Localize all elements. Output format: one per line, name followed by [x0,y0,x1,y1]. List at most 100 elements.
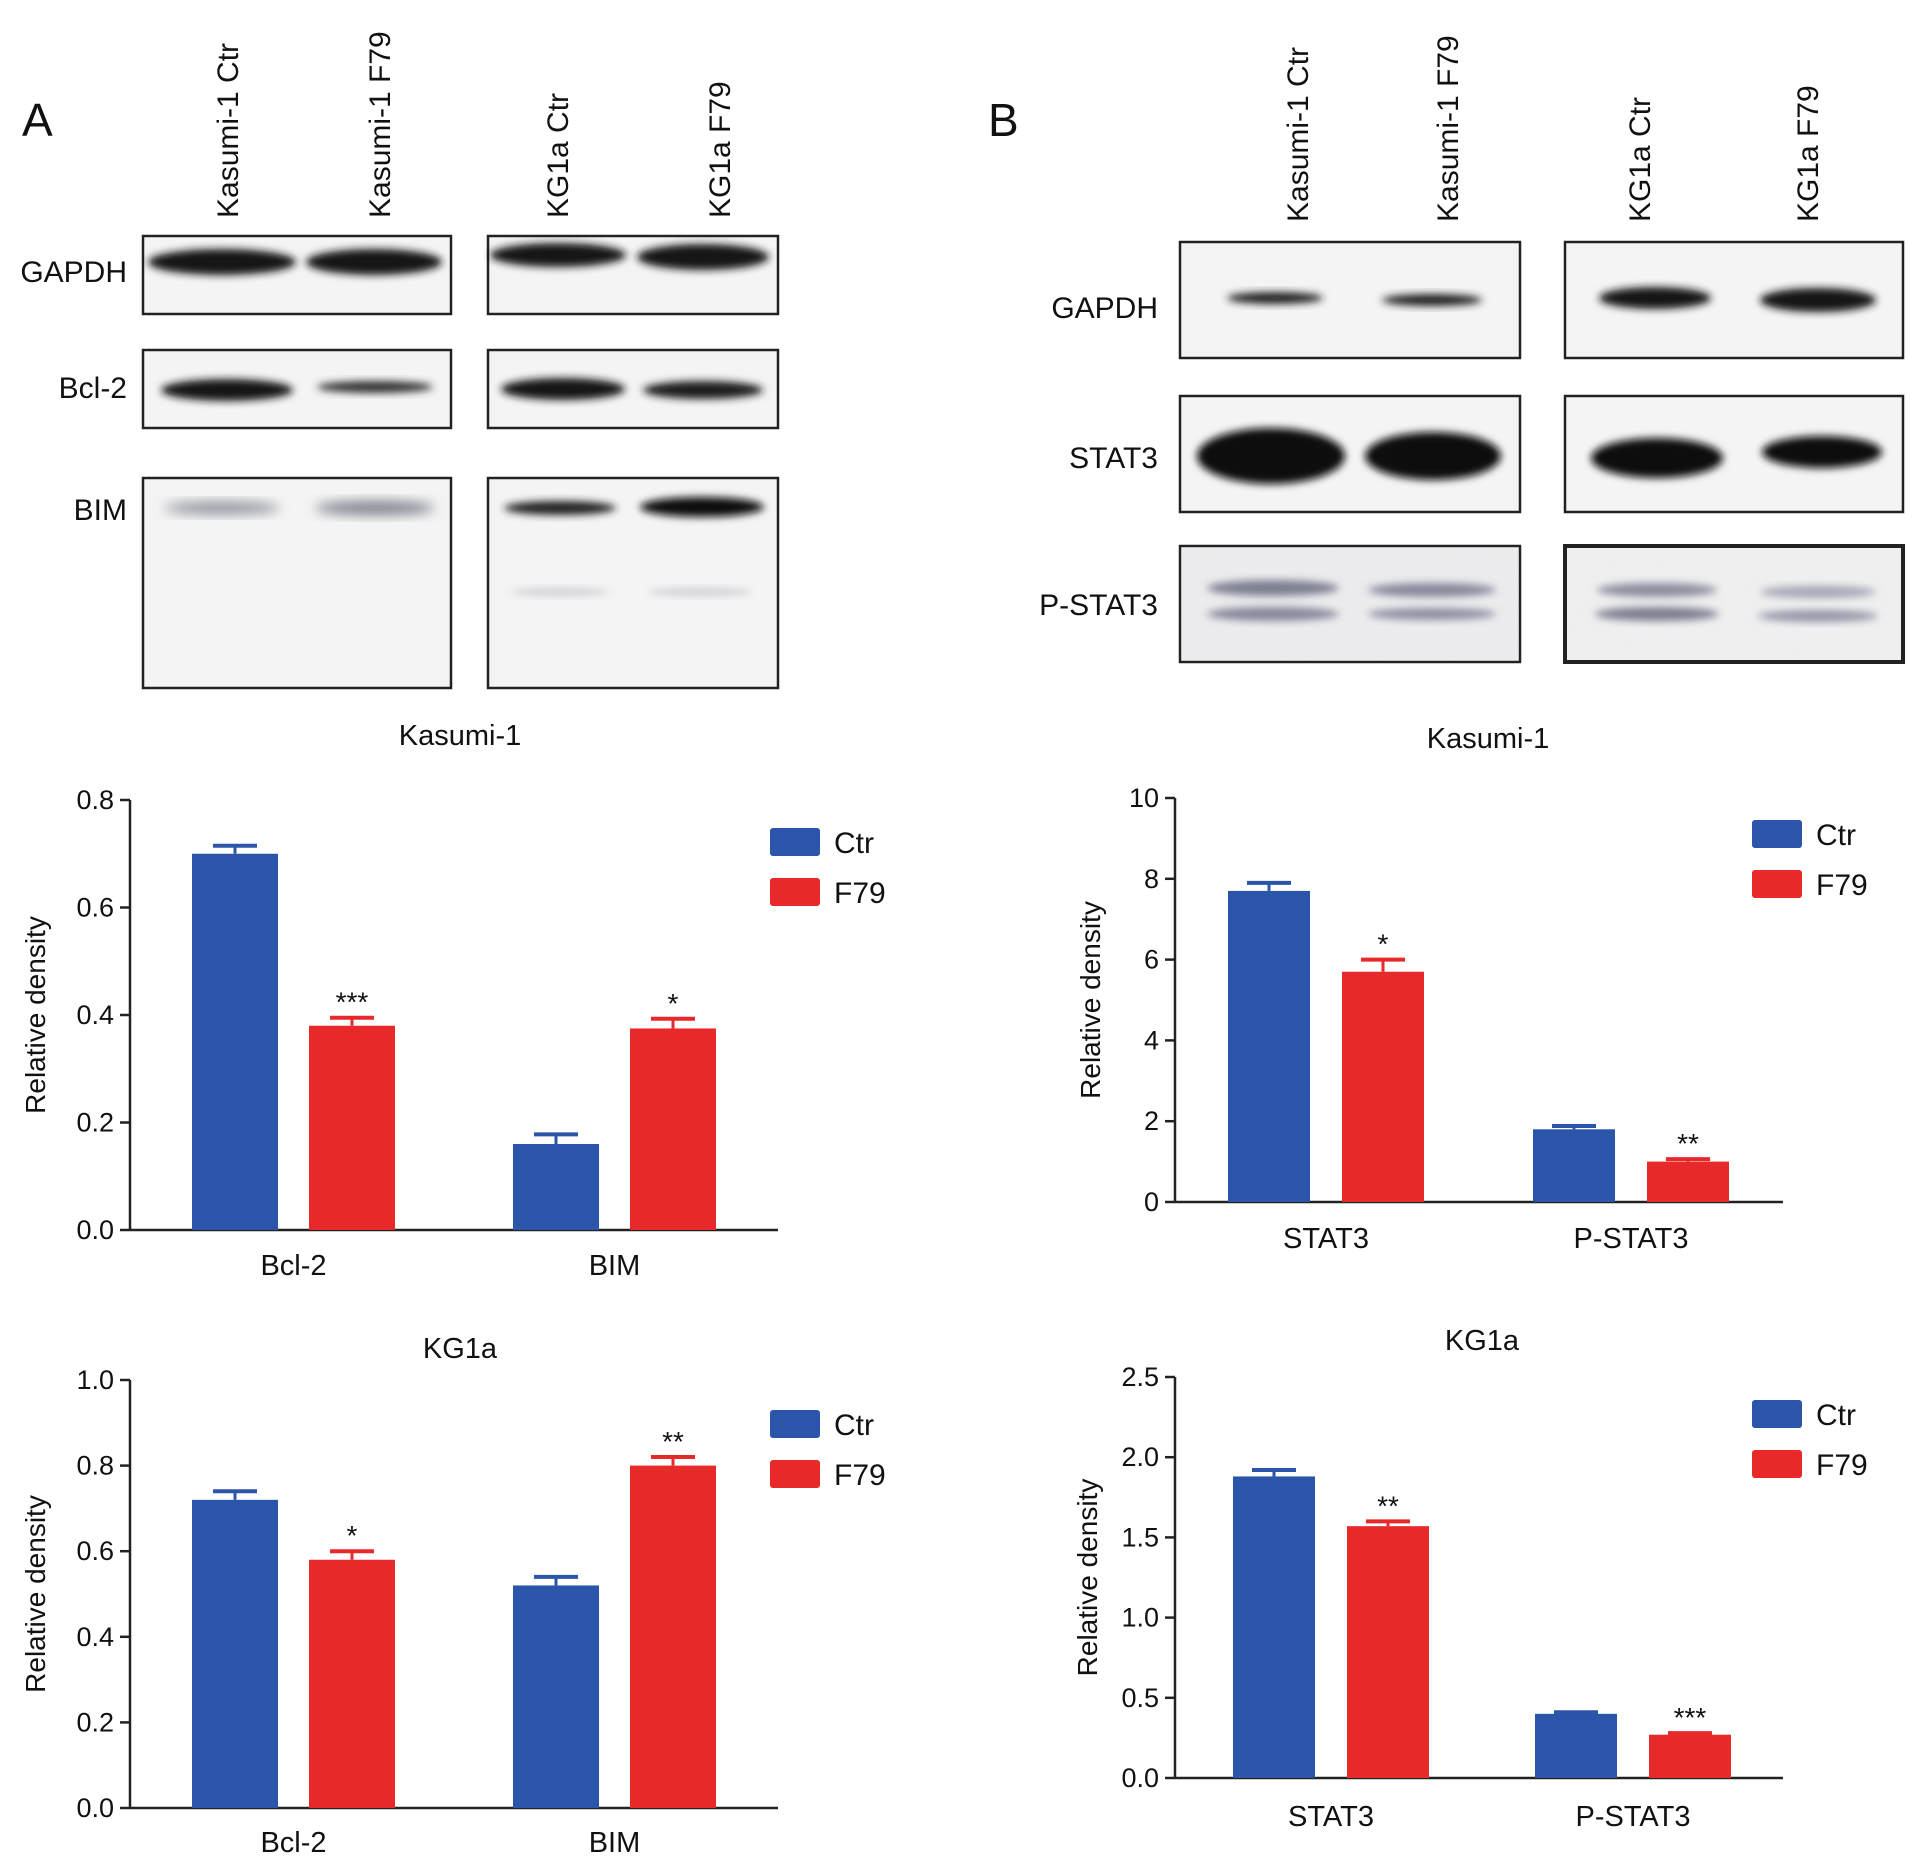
significance-stars: * [347,1520,358,1551]
bar-f79 [1649,1734,1731,1778]
significance-stars: * [668,988,679,1019]
blot-bim-kasumi [141,476,453,690]
legend-swatch-ctr [770,1410,820,1438]
x-category-label: Bcl-2 [260,1827,326,1859]
legend-swatch-f79 [770,1460,820,1488]
y-tick-label: 1.0 [1121,1603,1159,1633]
bar-ctr [513,1144,599,1230]
y-tick-label: 0.4 [76,1622,114,1652]
legend-label: Ctr [834,827,874,860]
legend-swatch-ctr [1752,1400,1802,1428]
legend-label: Ctr [1816,819,1856,852]
y-tick-label: 0.4 [76,1000,114,1030]
significance-stars: *** [336,987,369,1018]
lane-label: KG1a Ctr [542,93,575,218]
bar-f79 [309,1559,395,1808]
blot-bcl2-kasumi [141,348,453,430]
legend-swatch-ctr [1752,820,1802,848]
lane-label: Kasumi-1 Ctr [1282,47,1315,222]
y-tick-label: 0.8 [76,785,114,815]
lane-label: KG1a Ctr [1624,97,1657,222]
y-tick-label: 0.0 [76,1793,114,1823]
bar-f79 [630,1465,716,1808]
bar-ctr [513,1585,599,1808]
y-tick-label: 0 [1144,1187,1159,1217]
x-category-label: P-STAT3 [1574,1223,1689,1255]
panel-b-row-labels: GAPDH STAT3 P-STAT3 [1039,292,1158,622]
y-tick-label: 1.0 [76,1365,114,1395]
y-axis-label: Relative density [1075,901,1106,1099]
significance-stars: ** [1377,1490,1399,1521]
blot-bim-kg1a [486,476,780,690]
row-label-pstat3: P-STAT3 [1039,589,1158,622]
legend-swatch-f79 [770,878,820,906]
chart-a-kg1a: KG1a Relative density 0.0 0.2 0.4 0.6 0.8 1.0 * B… [20,1333,886,1859]
lane-label: Kasumi-1 Ctr [212,43,245,218]
panel-a-lane-labels: Kasumi-1 Ctr Kasumi-1 F79 KG1a Ctr KG1a … [212,31,737,218]
x-category-label: STAT3 [1283,1223,1369,1255]
significance-stars: * [1378,929,1389,960]
bar-f79 [1342,971,1424,1202]
y-tick-label: 0.8 [76,1451,114,1481]
y-tick-label: 2.5 [1121,1362,1159,1392]
y-axis-label: Relative density [1072,1479,1103,1677]
panel-a-letter: A [22,94,53,146]
chart-title: KG1a [1445,1325,1520,1357]
legend-label: F79 [1816,869,1868,902]
bar-f79 [309,1025,395,1230]
chart-b-kasumi: Kasumi-1 Relative density 0 2 4 6 8 10 * STAT3 ** P… [1075,723,1868,1255]
row-label-gapdh: GAPDH [1051,292,1158,325]
bar-ctr [192,853,278,1230]
bar-ctr [1535,1713,1617,1778]
y-tick-label: 0.5 [1121,1683,1159,1713]
bar-f79 [630,1028,716,1230]
row-label-gapdh: GAPDH [20,256,127,289]
y-axis-label: Relative density [20,916,51,1114]
row-label-bcl2: Bcl-2 [59,372,127,405]
blot-pstat3-kg1a [1563,544,1905,664]
y-tick-label: 0.0 [1121,1763,1159,1793]
chart-b-kg1a: KG1a Relative density 0.0 0.5 1.0 1.5 2.0 2.5 **… [1072,1325,1868,1833]
x-category-label: STAT3 [1288,1801,1374,1833]
significance-stars: ** [1677,1128,1699,1159]
panel-b-blots [1178,240,1905,664]
y-tick-label: 0.2 [76,1108,114,1138]
bar-f79 [1347,1526,1429,1778]
blot-stat3-kg1a [1563,394,1905,514]
y-tick-label: 4 [1144,1025,1159,1055]
significance-stars: ** [662,1426,684,1457]
blot-pstat3-kasumi [1178,544,1522,664]
y-tick-label: 2 [1144,1106,1159,1136]
legend-label: F79 [834,877,886,910]
bar-ctr [192,1499,278,1808]
blot-gapdh-kg1a [486,234,780,316]
bar-f79 [1647,1161,1729,1202]
chart-title: Kasumi-1 [399,720,522,752]
panel-b-lane-labels: Kasumi-1 Ctr Kasumi-1 F79 KG1a Ctr KG1a … [1282,35,1825,222]
legend-swatch-f79 [1752,1450,1802,1478]
blot-gapdh-kb [1563,240,1905,360]
y-tick-label: 0.6 [76,1536,114,1566]
blot-gapdh-kasumi [141,234,453,316]
lane-label: Kasumi-1 F79 [1432,35,1465,222]
lane-label: KG1a F79 [1792,85,1825,222]
legend-swatch-ctr [770,828,820,856]
legend-label: F79 [1816,1449,1868,1482]
significance-stars: *** [1674,1702,1707,1733]
x-category-label: BIM [589,1827,641,1859]
panel-b-letter: B [988,94,1019,146]
blot-stat3-kasumi [1178,394,1522,514]
blot-gapdh-kasumi [1178,240,1522,360]
legend-label: Ctr [834,1409,874,1442]
blot-bcl2-kg1a [486,348,780,430]
y-tick-label: 8 [1144,864,1159,894]
legend-label: F79 [834,1459,886,1492]
chart-title: Kasumi-1 [1427,723,1550,755]
lane-label: KG1a F79 [704,81,737,218]
panel-a-row-labels: GAPDH Bcl-2 BIM [20,256,127,527]
y-tick-label: 6 [1144,945,1159,975]
panel-a-blots [141,234,780,690]
lane-label: Kasumi-1 F79 [364,31,397,218]
x-category-label: BIM [589,1250,641,1282]
